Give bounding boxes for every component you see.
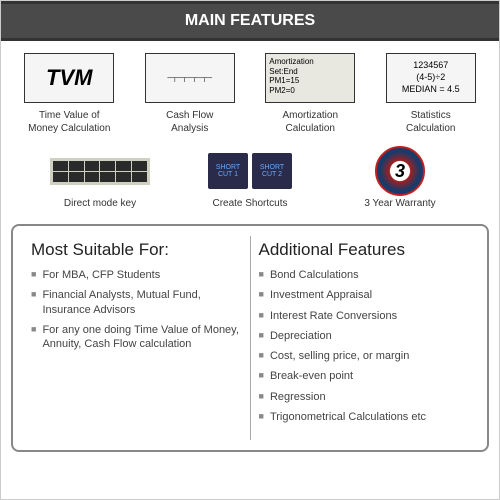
features-row-1: TVM Time Value ofMoney Calculation ─┬─┬─… <box>1 41 499 143</box>
list-item: Regression <box>259 390 470 404</box>
shortcuts-label: Create Shortcuts <box>190 197 310 210</box>
additional-title: Additional Features <box>259 240 470 260</box>
feature-cashflow: ─┬─┬─┬─┬─ Cash FlowAnalysis <box>135 53 245 135</box>
stats-label: StatisticsCalculation <box>376 109 486 135</box>
list-item: Trigonometrical Calculations etc <box>259 410 470 424</box>
list-item: For any one doing Time Value of Money, A… <box>31 323 242 352</box>
stats-icon: 1234567(4-5)÷2MEDIAN = 4.5 <box>386 53 476 103</box>
tvm-label: Time Value ofMoney Calculation <box>14 109 124 135</box>
list-item: For MBA, CFP Students <box>31 268 242 282</box>
amort-icon: AmortizationSet:EndPM1=15PM2=0 <box>265 53 355 103</box>
warranty-label: 3 Year Warranty <box>340 197 460 210</box>
feature-tvm: TVM Time Value ofMoney Calculation <box>14 53 124 135</box>
suitable-column: Most Suitable For: For MBA, CFP Students… <box>23 236 251 440</box>
list-item: Investment Appraisal <box>259 288 470 302</box>
list-item: Break-even point <box>259 369 470 383</box>
warranty-icon: 3 <box>350 151 450 191</box>
list-item: Interest Rate Conversions <box>259 309 470 323</box>
cashflow-label: Cash FlowAnalysis <box>135 109 245 135</box>
directmode-icon <box>50 151 150 191</box>
shortcuts-icon: SHORTCUT 1 SHORTCUT 2 <box>200 151 300 191</box>
list-item: Depreciation <box>259 329 470 343</box>
feature-amort: AmortizationSet:EndPM1=15PM2=0 Amortizat… <box>255 53 365 135</box>
amort-label: AmortizationCalculation <box>255 109 365 135</box>
additional-column: Additional Features Bond Calculations In… <box>251 236 478 440</box>
shortcut1-icon: SHORTCUT 1 <box>208 153 248 189</box>
suitable-title: Most Suitable For: <box>31 240 242 260</box>
cashflow-icon: ─┬─┬─┬─┬─ <box>145 53 235 103</box>
directmode-label: Direct mode key <box>40 197 160 210</box>
bottom-section: Most Suitable For: For MBA, CFP Students… <box>11 224 489 452</box>
list-item: Cost, selling price, or margin <box>259 349 470 363</box>
shortcut2-icon: SHORTCUT 2 <box>252 153 292 189</box>
feature-shortcuts: SHORTCUT 1 SHORTCUT 2 Create Shortcuts <box>190 151 310 210</box>
list-item: Bond Calculations <box>259 268 470 282</box>
feature-directmode: Direct mode key <box>40 151 160 210</box>
feature-warranty: 3 3 Year Warranty <box>340 151 460 210</box>
main-header: MAIN FEATURES <box>1 1 499 41</box>
list-item: Financial Analysts, Mutual Fund, Insuran… <box>31 288 242 317</box>
features-row-2: Direct mode key SHORTCUT 1 SHORTCUT 2 Cr… <box>1 143 499 218</box>
tvm-icon: TVM <box>24 53 114 103</box>
feature-stats: 1234567(4-5)÷2MEDIAN = 4.5 StatisticsCal… <box>376 53 486 135</box>
